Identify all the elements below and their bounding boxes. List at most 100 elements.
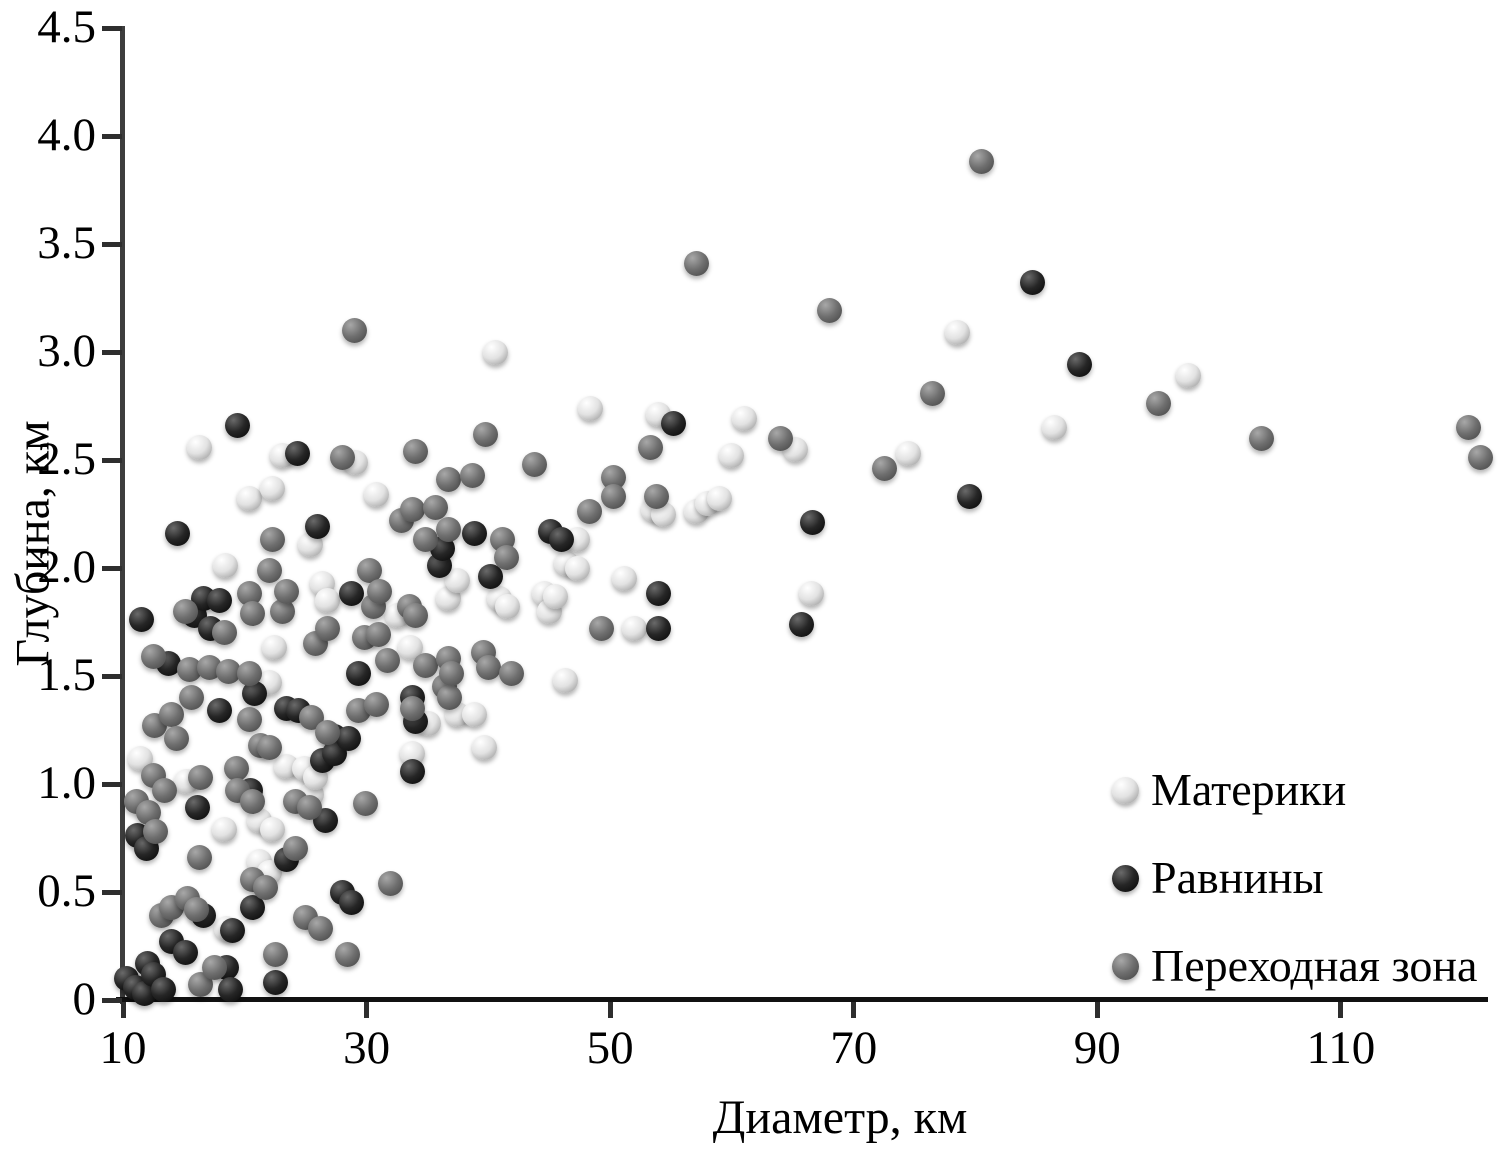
x-tick-label: 110 [1306,1022,1376,1074]
data-point-transition [460,462,486,488]
data-point-transition [341,317,367,343]
legend-item-plains: Равнины [1112,850,1323,906]
data-point-transition [816,298,842,324]
data-point-continents [495,594,521,620]
data-point-plains [217,976,243,1002]
data-point-transition [164,726,190,752]
legend: Материки Равнины Переходная зона [1112,752,1502,1012]
data-point-plains [462,520,488,546]
data-point-plains [206,587,232,613]
data-point-plains [172,939,198,965]
data-point-continents [260,475,286,501]
data-point-continents [896,441,922,467]
data-point-continents [542,583,568,609]
data-point-transition [283,836,309,862]
y-axis-tick [102,457,122,463]
data-point-continents [612,566,638,592]
y-tick-label: 2.0 [37,541,96,593]
y-tick-label: 0.5 [37,865,96,917]
data-point-plains [184,795,210,821]
data-point-transition [256,557,282,583]
y-axis-tick [102,781,122,787]
data-point-transition [367,579,393,605]
data-point-plains [165,520,191,546]
x-axis-tick [1338,1002,1344,1018]
y-axis-tick [102,565,122,571]
data-point-transition [211,620,237,646]
data-point-transition [473,421,499,447]
data-point-plains [335,726,361,752]
data-point-plains [284,441,310,467]
data-point-plains [339,890,365,916]
data-point-transition [159,702,185,728]
legend-label-plains: Равнины [1151,852,1324,903]
data-point-continents [315,587,341,613]
data-point-transition [140,644,166,670]
y-axis-tick [102,349,122,355]
data-point-plains [478,564,504,590]
data-point-plains [646,581,672,607]
data-point-transition [201,955,227,981]
data-point-transition [768,425,794,451]
data-point-plains [150,976,176,1002]
data-point-transition [307,916,333,942]
data-point-transition [637,434,663,460]
x-axis-tick [1094,1002,1100,1018]
x-axis-tick [364,1002,370,1018]
data-point-continents [211,816,237,842]
data-point-transition [334,942,360,968]
data-point-continents [1042,415,1068,441]
data-point-transition [374,648,400,674]
data-point-transition [1456,415,1482,441]
y-tick-label: 4.0 [37,109,96,161]
x-tick-label: 50 [586,1022,634,1074]
y-axis-line [120,26,125,1004]
data-point-transition [439,661,465,687]
x-axis-line [116,997,1488,1002]
data-point-continents [1176,363,1202,389]
data-point-transition [435,466,461,492]
data-point-transition [172,598,198,624]
data-point-continents [261,635,287,661]
data-point-plains [1020,270,1046,296]
data-point-plains [305,514,331,540]
data-point-plains [956,484,982,510]
data-point-plains [400,758,426,784]
data-point-transition [435,516,461,542]
data-point-plains [788,611,814,637]
data-point-transition [178,685,204,711]
y-axis-tick [102,241,122,247]
data-point-plains [1066,352,1092,378]
data-point-transition [601,484,627,510]
y-axis-tick [102,25,122,31]
legend-item-continents: Материки [1112,762,1346,818]
data-point-plains [646,615,672,641]
data-point-transition [315,719,341,745]
data-point-transition [356,557,382,583]
data-point-transition [237,706,263,732]
data-point-plains [128,607,154,633]
data-point-continents [552,667,578,693]
legend-label-transition: Переходная зона [1151,940,1478,991]
data-point-transition [589,615,615,641]
data-point-continents [212,553,238,579]
data-point-transition [400,695,426,721]
data-point-continents [483,339,509,365]
data-point-transition [969,149,995,175]
data-point-continents [719,443,745,469]
data-point-continents [187,434,213,460]
y-tick-label: 4.5 [37,1,96,53]
data-point-transition [402,603,428,629]
data-point-transition [262,942,288,968]
data-point-transition [402,438,428,464]
y-axis-tick [102,133,122,139]
y-axis-tick [102,889,122,895]
data-point-transition [1145,391,1171,417]
data-point-transition [684,250,710,276]
data-point-transition [252,875,278,901]
continents-marker-icon [1112,776,1139,804]
data-point-plains [345,661,371,687]
y-tick-label: 3.5 [37,217,96,269]
data-point-transition [315,615,341,641]
data-point-transition [436,685,462,711]
